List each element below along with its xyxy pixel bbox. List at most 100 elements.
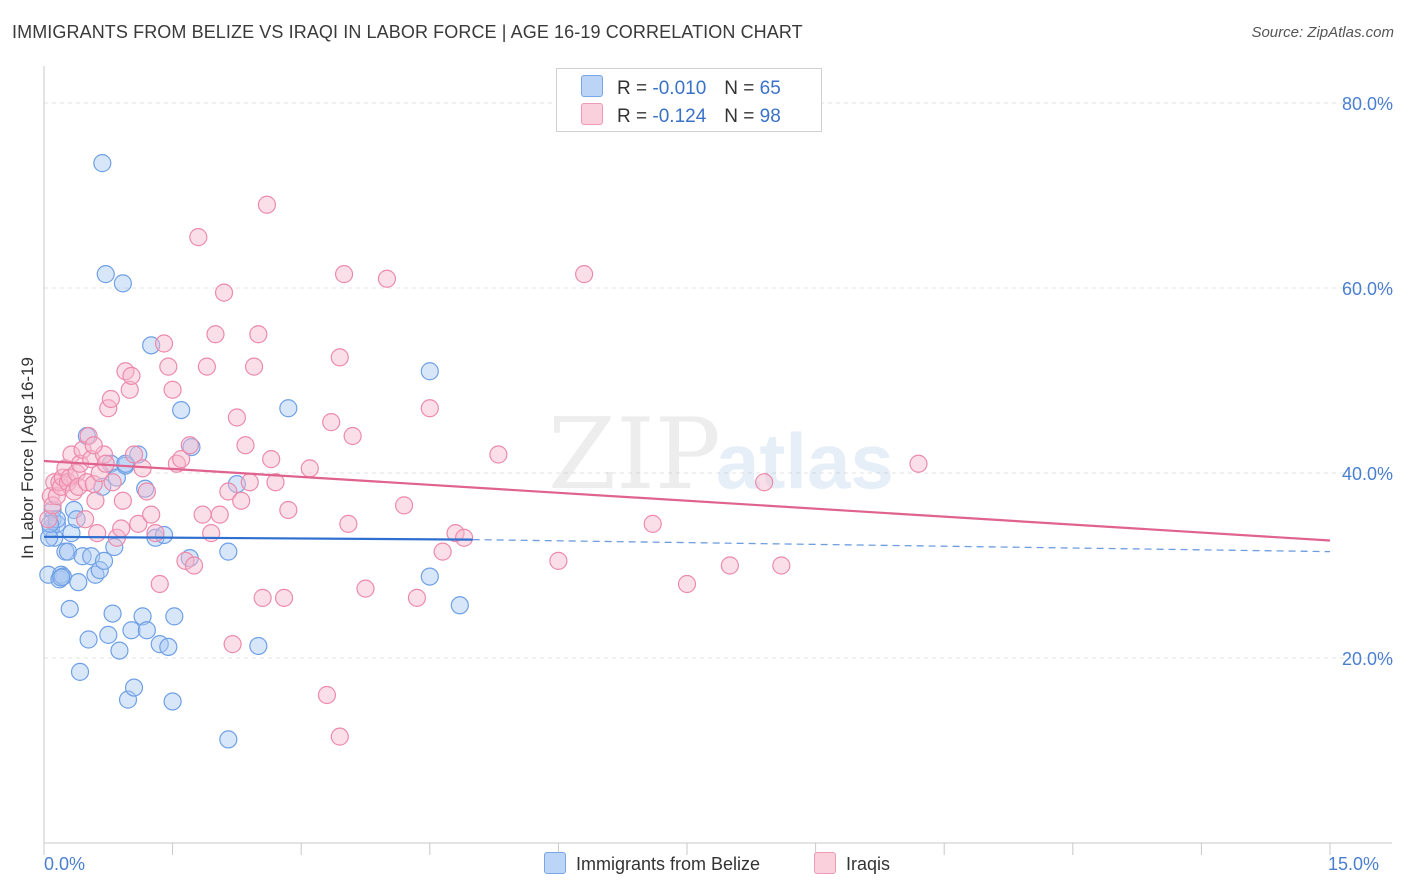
iraqis-point [755, 473, 774, 492]
belize-point [129, 445, 148, 464]
belize-point [94, 551, 114, 570]
trend-lines [43, 459, 1331, 553]
belize-trend-line [43, 535, 473, 541]
stats-legend: R = -0.010 N = 65 R = -0.124 N = 98 [556, 68, 822, 132]
belize-point [79, 630, 98, 649]
iraqis-point [214, 283, 234, 302]
iraqis-point [189, 228, 208, 247]
iraqis-point [377, 269, 397, 288]
iraqis-point [113, 491, 132, 510]
iraqis-point [300, 459, 319, 478]
series-legend-swatch-belize [544, 852, 566, 874]
iraqis-point [489, 445, 508, 464]
series-legend-swatch-iraqis [814, 852, 836, 874]
belize-point [137, 621, 156, 640]
belize-point [99, 625, 118, 644]
iraqis-point [86, 491, 105, 510]
iraqis-point [159, 357, 178, 376]
belize-point [43, 500, 62, 520]
iraqis-point [146, 524, 165, 543]
iraqis-point [720, 556, 739, 575]
iraqis-point [334, 265, 354, 284]
iraqis-point [909, 454, 928, 473]
iraqis-point [142, 505, 161, 524]
iraqis-point [112, 519, 131, 538]
iraqis-point [322, 413, 341, 432]
series-iraqis-points [39, 195, 928, 746]
belize-point [122, 621, 141, 640]
legend-row-belize: R = -0.010 N = 65 [581, 75, 781, 99]
iraqis-point [549, 551, 568, 570]
series-legend-belize[interactable]: Immigrants from Belize [544, 852, 760, 875]
iraqis-point [206, 325, 225, 344]
belize-point [96, 265, 115, 284]
iraqis-point [232, 491, 251, 510]
chart-title: IMMIGRANTS FROM BELIZE VS IRAQI IN LABOR… [12, 22, 803, 42]
iraqis-point [262, 450, 281, 469]
belize-point [165, 607, 184, 626]
belize-point [110, 641, 129, 660]
belize-point [136, 479, 155, 498]
iraqis-trend-line [43, 459, 1331, 542]
belize-point [450, 596, 469, 615]
iraqis-point [339, 514, 358, 533]
belize-trend-extension [472, 538, 1331, 553]
belize-point [70, 662, 90, 681]
iraqis-point [184, 556, 204, 575]
iraqis-point [420, 399, 439, 418]
iraqis-point [76, 510, 95, 529]
iraqis-point [236, 436, 255, 455]
iraqis-point [103, 473, 122, 492]
belize-point [279, 399, 298, 418]
iraqis-point [150, 574, 169, 594]
iraqis-point [67, 463, 86, 483]
legend-r-iraqis: -0.124 [652, 106, 707, 127]
legend-n-iraqis: 98 [759, 106, 781, 127]
iraqis-point [43, 496, 62, 515]
iraqis-point [210, 505, 229, 524]
iraqis-point [94, 445, 114, 464]
iraqis-point [394, 496, 414, 515]
iraqis-point [249, 325, 268, 344]
iraqis-point [253, 588, 272, 607]
belize-point [58, 542, 78, 561]
iraqis-point [257, 195, 277, 214]
iraqis-point [330, 727, 349, 746]
iraqis-point [223, 635, 242, 654]
iraqis-point [39, 510, 58, 529]
legend-swatch-belize [581, 75, 603, 97]
iraqis-point [446, 524, 465, 543]
y-tick-label: 80.0% [1342, 94, 1393, 114]
iraqis-point [240, 473, 259, 492]
legend-n-belize: 65 [759, 78, 781, 99]
iraqis-point [356, 579, 375, 598]
x-tick-min: 0.0% [44, 854, 85, 874]
belize-point [52, 568, 71, 587]
series-legend-iraqis[interactable]: Iraqis [814, 852, 890, 875]
belize-point [90, 561, 109, 580]
iraqis-point [279, 500, 298, 520]
series-legend: Immigrants from Belize Iraqis [0, 852, 1406, 876]
watermark-zip: ZIP [548, 398, 721, 512]
iraqis-point [227, 408, 246, 427]
belize-point [93, 154, 112, 173]
belize-point [163, 692, 182, 711]
iraqis-point [88, 524, 107, 543]
iraqis-point [176, 551, 195, 570]
iraqis-point [180, 436, 199, 455]
x-tick-max: 15.0% [1328, 854, 1379, 874]
iraqis-point [69, 477, 88, 496]
iraqis-point [79, 426, 98, 446]
iraqis-point [433, 542, 452, 561]
legend-row-iraqis: R = -0.124 N = 98 [581, 103, 781, 127]
iraqis-point [120, 380, 139, 399]
iraqis-point [407, 588, 427, 607]
iraqis-point [317, 685, 337, 705]
iraqis-point [154, 334, 174, 353]
iraqis-point [124, 445, 144, 464]
gridlines [44, 102, 1392, 659]
iraqis-point [129, 514, 148, 533]
iraqis-point [197, 357, 216, 376]
y-tick-label: 20.0% [1342, 649, 1393, 669]
iraqis-point [193, 505, 212, 524]
